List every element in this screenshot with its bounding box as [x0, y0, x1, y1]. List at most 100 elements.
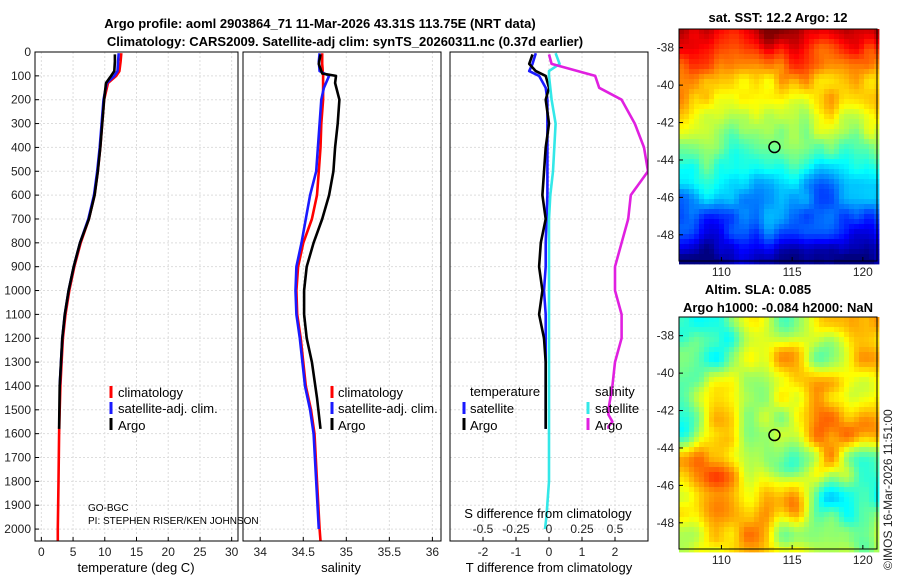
map-cell: [829, 224, 835, 230]
map-cell: [709, 69, 715, 75]
map-cell: [804, 124, 810, 130]
map-cell: [714, 149, 720, 155]
map-cell: [769, 119, 775, 125]
map-cell: [764, 94, 770, 100]
map-cell: [789, 54, 795, 60]
map-cell: [694, 199, 700, 205]
map-cell: [699, 219, 705, 225]
map-cell: [744, 377, 750, 383]
map-cell: [844, 337, 850, 343]
map-cell: [704, 487, 710, 493]
map-cell: [769, 422, 775, 428]
map-cell: [744, 522, 750, 528]
map-cell: [809, 214, 815, 220]
map-cell: [694, 174, 700, 180]
map-cell: [739, 144, 745, 150]
map-cell: [784, 139, 790, 145]
map-cell: [684, 169, 690, 175]
map-cell: [699, 417, 705, 423]
map-cell: [809, 184, 815, 190]
map-cell: [749, 347, 755, 353]
map-cell: [824, 89, 830, 95]
map-cell: [849, 517, 855, 523]
map-cell: [839, 347, 845, 353]
map-cell: [724, 29, 730, 35]
map-cell: [869, 492, 875, 498]
map-cell: [829, 542, 835, 548]
map-cell: [724, 259, 730, 265]
map-cell: [764, 337, 770, 343]
map-cell: [829, 69, 835, 75]
map-cell: [744, 234, 750, 240]
map-cell: [774, 84, 780, 90]
map-cell: [814, 492, 820, 498]
map-cell: [824, 482, 830, 488]
map-cell: [849, 467, 855, 473]
map-cell: [784, 527, 790, 533]
map-cell: [774, 527, 780, 533]
map-cell: [734, 392, 740, 398]
map-cell: [819, 357, 825, 363]
map-cell: [719, 512, 725, 518]
map-cell: [784, 54, 790, 60]
map-cell: [694, 447, 700, 453]
map-cell: [864, 507, 870, 513]
map-cell: [724, 542, 730, 548]
map-cell: [819, 467, 825, 473]
map-cell: [754, 502, 760, 508]
map-cell: [839, 497, 845, 503]
map-cell: [694, 139, 700, 145]
map-cell: [749, 129, 755, 135]
map-cell: [794, 502, 800, 508]
map-cell: [714, 74, 720, 80]
map-cell: [839, 104, 845, 110]
map-cell: [829, 114, 835, 120]
map-cell: [779, 367, 785, 373]
map-cell: [719, 522, 725, 528]
map-cell: [824, 234, 830, 240]
map-cell: [864, 332, 870, 338]
map-cell: [739, 497, 745, 503]
map-cell: [789, 497, 795, 503]
map-cell: [854, 437, 860, 443]
map-cell: [819, 547, 825, 553]
map-cell: [844, 114, 850, 120]
map-cell: [754, 517, 760, 523]
map-cell: [719, 84, 725, 90]
map-cell: [714, 259, 720, 265]
map-cell: [794, 347, 800, 353]
map-cell: [734, 412, 740, 418]
map-cell: [794, 199, 800, 205]
map-cell: [744, 84, 750, 90]
map-cell: [729, 482, 735, 488]
map-cell: [729, 259, 735, 265]
map-cell: [764, 452, 770, 458]
map-cell: [714, 159, 720, 165]
map-cell: [689, 352, 695, 358]
map-cell: [739, 322, 745, 328]
map-cell: [719, 49, 725, 55]
map-cell: [719, 134, 725, 140]
map-cell: [769, 332, 775, 338]
map-cell: [679, 64, 685, 70]
map-cell: [789, 347, 795, 353]
map-cell: [699, 154, 705, 160]
map-cell: [779, 532, 785, 538]
map-cell: [864, 427, 870, 433]
sla-ticks: 110 115 120-38-40-42-44-46-48: [657, 329, 874, 567]
map-cell: [859, 114, 865, 120]
map-cell: [704, 214, 710, 220]
map-cell: [824, 129, 830, 135]
map-cell: [764, 54, 770, 60]
map-cell: [729, 139, 735, 145]
map-cell: [749, 224, 755, 230]
map-cell: [869, 427, 875, 433]
map-cell: [789, 362, 795, 368]
map-cell: [769, 522, 775, 528]
map-cell: [689, 94, 695, 100]
map-cell: [779, 34, 785, 40]
map-cell: [779, 417, 785, 423]
map-cell: [744, 477, 750, 483]
map-cell: [839, 447, 845, 453]
map-cell: [759, 124, 765, 130]
